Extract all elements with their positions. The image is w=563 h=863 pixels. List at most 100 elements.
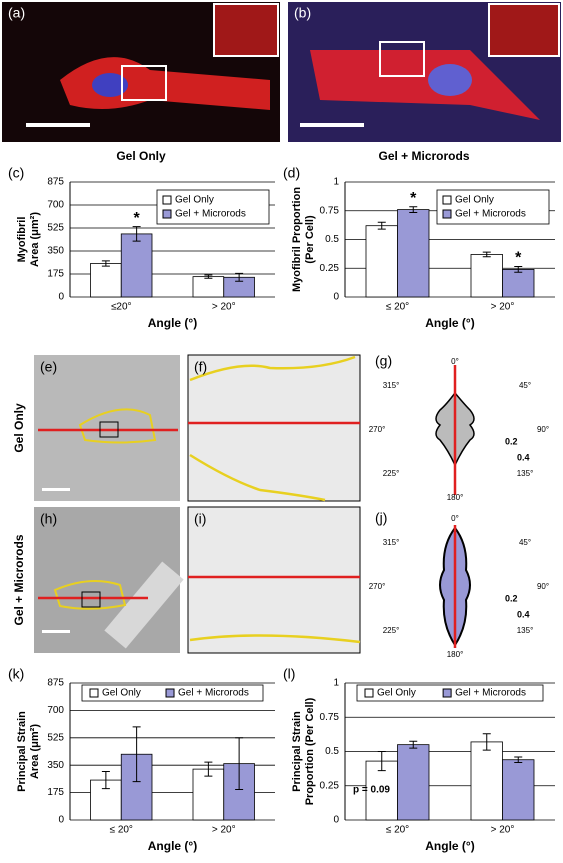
y-tick-label: 175 bbox=[47, 269, 64, 280]
angle-label: 315° bbox=[383, 381, 400, 390]
radius-label: 0.4 bbox=[517, 452, 530, 462]
significance-marker: * bbox=[410, 190, 417, 207]
bar bbox=[470, 741, 503, 821]
angle-label: 45° bbox=[519, 538, 531, 547]
y-tick-label: 0.75 bbox=[320, 205, 340, 216]
y-axis-title: Myofibril bbox=[16, 217, 28, 263]
y-tick-label: 700 bbox=[47, 705, 64, 716]
y-tick-label: 0.5 bbox=[325, 746, 339, 757]
error-bar bbox=[235, 737, 244, 790]
bar bbox=[365, 225, 398, 298]
angle-label: 270° bbox=[369, 582, 386, 591]
legend-swatch bbox=[162, 209, 172, 219]
bar bbox=[502, 268, 535, 298]
legend-label: Gel + Microrods bbox=[455, 688, 526, 699]
legend-swatch bbox=[162, 195, 172, 205]
legend-label: Gel Only bbox=[175, 195, 214, 206]
error-bar bbox=[101, 770, 110, 790]
bar bbox=[502, 759, 535, 821]
y-tick-label: 0 bbox=[58, 292, 64, 303]
bar bbox=[192, 768, 225, 821]
legend-swatch bbox=[89, 688, 99, 698]
scale-bar bbox=[42, 488, 70, 491]
outline bbox=[189, 355, 356, 382]
panel-label: (f) bbox=[194, 359, 207, 375]
error-bar bbox=[132, 226, 141, 242]
y-tick-label: 0.25 bbox=[320, 780, 340, 791]
angle-label: 225° bbox=[383, 626, 400, 635]
angle-label: 45° bbox=[519, 381, 531, 390]
bar bbox=[90, 263, 122, 298]
angle-label: 225° bbox=[383, 469, 400, 478]
error-bar bbox=[409, 206, 418, 213]
bar bbox=[397, 209, 430, 298]
outline bbox=[189, 634, 361, 644]
panel-label: (e) bbox=[40, 359, 57, 375]
panel-label: (l) bbox=[283, 666, 295, 682]
outline bbox=[189, 453, 326, 502]
y-tick-label: 1 bbox=[333, 678, 339, 689]
angle-label: 135° bbox=[517, 626, 534, 635]
nucleus-a bbox=[92, 73, 128, 97]
x-tick-label: ≤20° bbox=[111, 302, 132, 313]
radius-label: 0.2 bbox=[505, 436, 518, 446]
x-tick-label: > 20° bbox=[212, 302, 236, 313]
legend-label: Gel + Microrods bbox=[178, 688, 249, 699]
legend-swatch bbox=[442, 195, 452, 205]
y-tick-label: 0.5 bbox=[325, 234, 339, 245]
legend-box bbox=[436, 189, 550, 225]
legend-swatch bbox=[165, 688, 175, 698]
error-bar bbox=[377, 751, 386, 772]
roi-box bbox=[99, 421, 119, 438]
bar bbox=[120, 233, 153, 298]
angle-label: 270° bbox=[369, 425, 386, 434]
y-tick-label: 175 bbox=[47, 787, 64, 798]
x-tick-label: ≤ 20° bbox=[386, 302, 409, 313]
y-tick-label: 0 bbox=[58, 815, 64, 826]
column-title: Gel + Microrods bbox=[378, 149, 469, 163]
y-tick-label: 525 bbox=[47, 732, 64, 743]
roi-box bbox=[121, 65, 167, 101]
roi-box bbox=[81, 591, 101, 608]
y-axis-title: Myofibril Proportion bbox=[291, 187, 303, 292]
outline bbox=[78, 408, 157, 444]
error-bar bbox=[101, 260, 110, 267]
angle-label: 90° bbox=[537, 582, 549, 591]
legend-swatch bbox=[364, 688, 374, 698]
row-title: Gel + Microrods bbox=[12, 534, 26, 625]
error-bar bbox=[204, 274, 213, 279]
bar bbox=[397, 744, 430, 821]
image-f bbox=[187, 354, 361, 502]
x-axis-title: Angle (°) bbox=[425, 316, 474, 330]
y-axis-title: Proportion (Per Cell) bbox=[304, 697, 316, 805]
panel-label: (d) bbox=[283, 165, 300, 181]
inset bbox=[213, 3, 279, 57]
x-axis-title: Angle (°) bbox=[148, 839, 197, 853]
legend-label: Gel + Microrods bbox=[175, 209, 246, 220]
bar bbox=[192, 276, 225, 298]
angle-label: 180° bbox=[447, 493, 464, 502]
radius-label: 0.4 bbox=[517, 609, 530, 619]
cell-b bbox=[310, 50, 540, 120]
angle-label: 135° bbox=[517, 469, 534, 478]
angle-label: 0° bbox=[451, 357, 459, 366]
y-tick-label: 0 bbox=[333, 815, 339, 826]
x-tick-label: > 20° bbox=[212, 825, 236, 836]
scale-bar bbox=[300, 123, 364, 127]
legend-label: Gel Only bbox=[102, 688, 141, 699]
legend-swatch bbox=[442, 688, 452, 698]
panel-label: (b) bbox=[294, 5, 311, 21]
angle-label: 180° bbox=[447, 650, 464, 659]
y-tick-label: 875 bbox=[47, 678, 64, 689]
x-axis-title: Angle (°) bbox=[425, 839, 474, 853]
y-tick-label: 700 bbox=[47, 200, 64, 211]
error-bar bbox=[132, 726, 141, 783]
y-tick-label: 0 bbox=[333, 292, 339, 303]
column-title: Gel Only bbox=[116, 149, 166, 163]
row-title: Gel Only bbox=[12, 403, 26, 453]
roi-box bbox=[379, 41, 425, 77]
x-tick-label: ≤ 20° bbox=[386, 825, 409, 836]
y-axis-title: Principal Strain bbox=[291, 711, 303, 792]
image-e bbox=[34, 355, 180, 501]
